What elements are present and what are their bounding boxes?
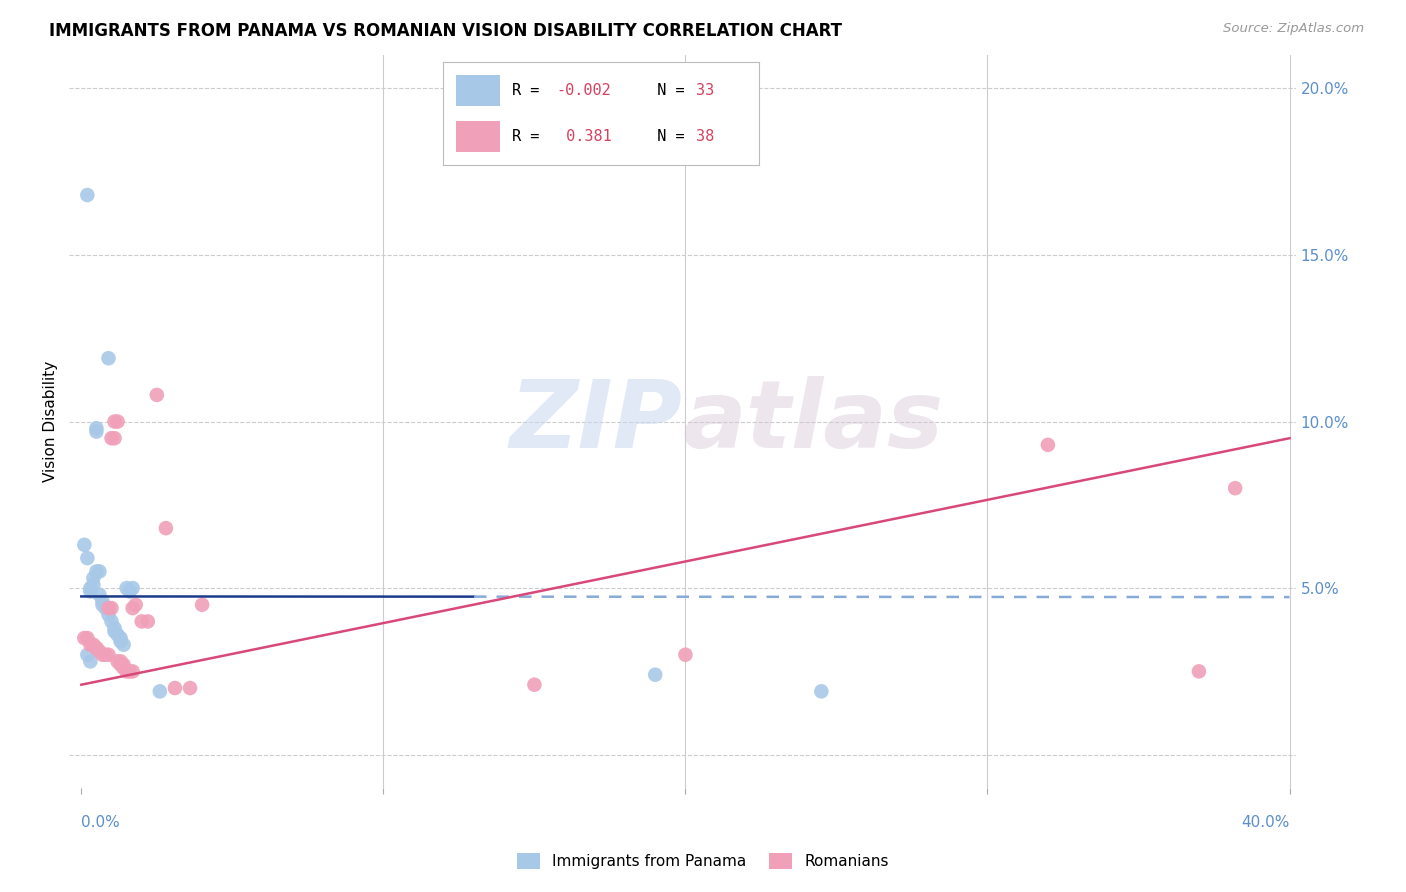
Point	[97, 601, 120, 615]
Point	[103, 621, 125, 635]
Point	[100, 601, 122, 615]
Text: 38: 38	[696, 128, 714, 144]
Point	[118, 665, 141, 679]
Point	[79, 584, 101, 599]
Point	[91, 598, 114, 612]
Point	[1225, 481, 1247, 495]
Point	[110, 634, 132, 648]
Point	[86, 641, 108, 656]
Point	[97, 601, 120, 615]
Point	[94, 601, 117, 615]
Point	[100, 615, 122, 629]
Point	[89, 644, 111, 658]
Point	[112, 657, 135, 672]
Point	[107, 628, 129, 642]
Point	[118, 584, 141, 599]
Point	[1036, 438, 1059, 452]
Text: N =: N =	[640, 83, 693, 97]
Text: 40.0%: 40.0%	[1241, 814, 1289, 830]
Point	[76, 188, 98, 202]
Point	[1188, 665, 1211, 679]
Point	[86, 425, 108, 439]
Point	[76, 631, 98, 645]
Text: 33: 33	[696, 83, 714, 97]
Text: atlas: atlas	[682, 376, 943, 467]
Point	[115, 581, 138, 595]
Text: 0.381: 0.381	[557, 128, 612, 144]
Point	[146, 388, 169, 402]
Point	[76, 648, 98, 662]
Point	[82, 638, 104, 652]
Point	[810, 684, 832, 698]
Point	[73, 538, 96, 552]
Point	[82, 578, 104, 592]
Point	[675, 648, 697, 662]
Point	[79, 581, 101, 595]
Point	[163, 681, 186, 695]
Point	[89, 588, 111, 602]
Point	[94, 648, 117, 662]
Text: 0.0%: 0.0%	[82, 814, 120, 830]
Text: N =: N =	[640, 128, 693, 144]
Point	[82, 571, 104, 585]
Point	[86, 641, 108, 656]
Text: R =: R =	[512, 83, 548, 97]
Legend: Immigrants from Panama, Romanians: Immigrants from Panama, Romanians	[510, 847, 896, 875]
Point	[179, 681, 201, 695]
Point	[103, 415, 125, 429]
Point	[79, 654, 101, 668]
Point	[91, 594, 114, 608]
Text: R =: R =	[512, 128, 548, 144]
Point	[125, 598, 148, 612]
Point	[523, 678, 546, 692]
Point	[644, 667, 666, 681]
Point	[131, 615, 153, 629]
Point	[121, 665, 143, 679]
Point	[110, 654, 132, 668]
Point	[110, 631, 132, 645]
Point	[97, 351, 120, 366]
Point	[103, 431, 125, 445]
Point	[107, 654, 129, 668]
Point	[73, 631, 96, 645]
Text: ZIP: ZIP	[509, 376, 682, 467]
Point	[86, 565, 108, 579]
Point	[136, 615, 159, 629]
Text: Source: ZipAtlas.com: Source: ZipAtlas.com	[1223, 22, 1364, 36]
Point	[76, 551, 98, 566]
Point	[97, 607, 120, 622]
Point	[100, 431, 122, 445]
Point	[191, 598, 214, 612]
Bar	[456, 121, 501, 152]
Point	[79, 638, 101, 652]
Y-axis label: Vision Disability: Vision Disability	[44, 361, 58, 483]
Point	[121, 601, 143, 615]
Point	[112, 638, 135, 652]
Point	[91, 648, 114, 662]
Point	[149, 684, 172, 698]
Point	[112, 661, 135, 675]
Text: -0.002: -0.002	[557, 83, 612, 97]
Bar	[456, 75, 501, 105]
Point	[86, 421, 108, 435]
Point	[107, 415, 129, 429]
Point	[89, 565, 111, 579]
Text: IMMIGRANTS FROM PANAMA VS ROMANIAN VISION DISABILITY CORRELATION CHART: IMMIGRANTS FROM PANAMA VS ROMANIAN VISIO…	[49, 22, 842, 40]
Point	[115, 665, 138, 679]
Point	[97, 648, 120, 662]
Point	[155, 521, 177, 535]
Point	[121, 581, 143, 595]
Point	[103, 624, 125, 639]
Point	[110, 657, 132, 672]
